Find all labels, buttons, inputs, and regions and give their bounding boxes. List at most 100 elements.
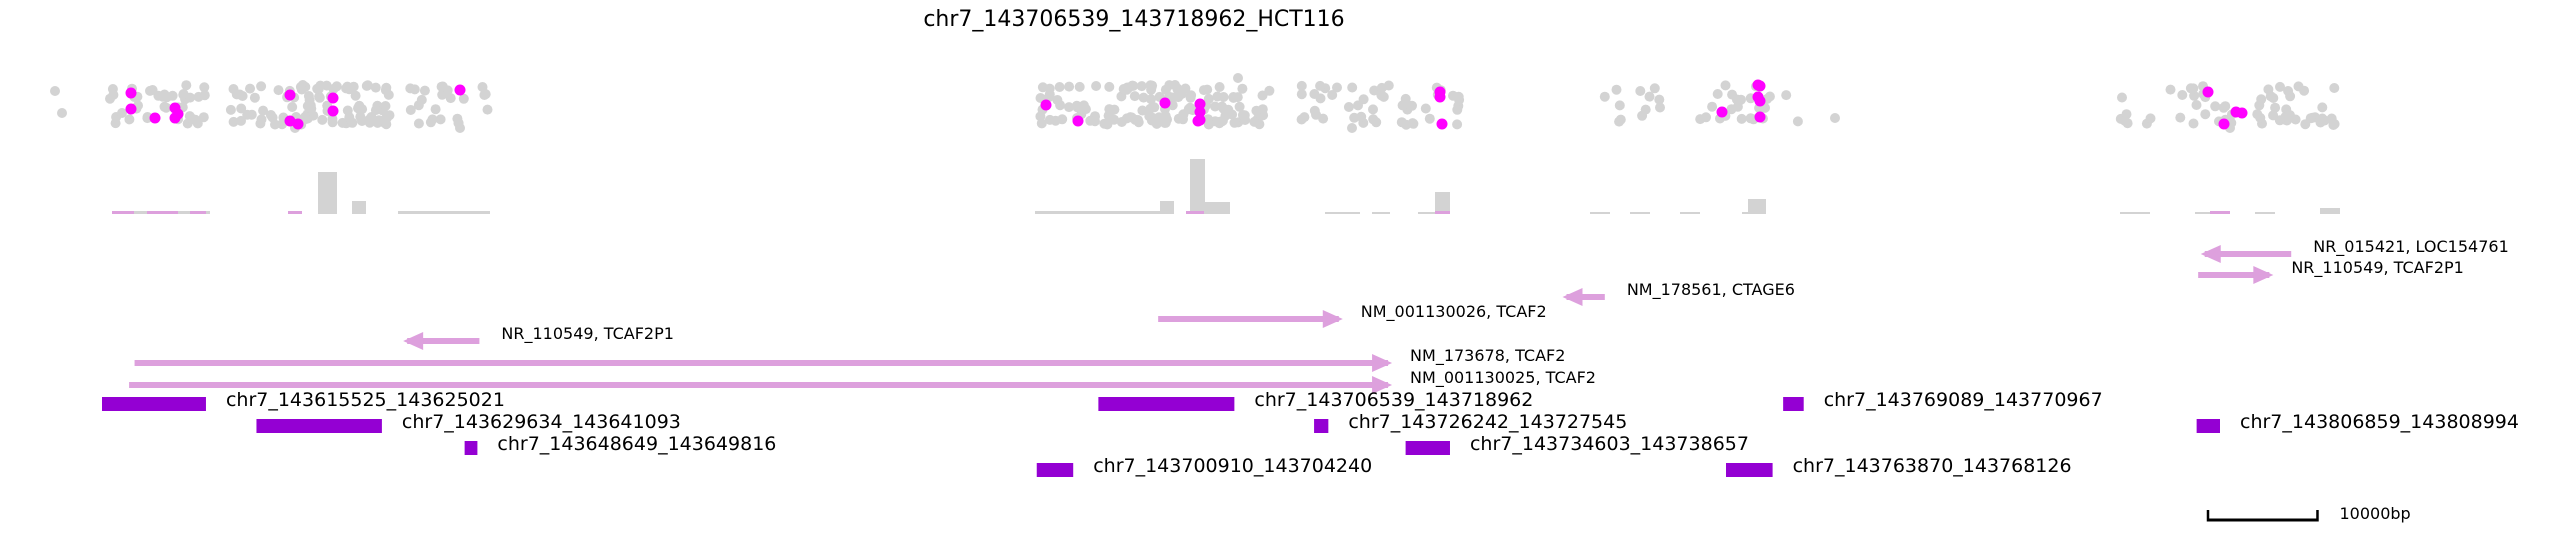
- background-dot: [1154, 112, 1165, 123]
- background-dot: [1397, 100, 1408, 111]
- background-dot: [2317, 102, 2328, 113]
- region-bar: [1314, 419, 1329, 433]
- region-label: chr7_143615525_143625021: [226, 389, 505, 411]
- background-dot: [2326, 113, 2337, 124]
- background-dot: [1614, 100, 1625, 111]
- region-label: chr7_143726242_143727545: [1348, 411, 1627, 433]
- background-dot: [1186, 90, 1197, 101]
- background-dot: [255, 118, 266, 129]
- background-dot: [1637, 110, 1648, 121]
- background-dot: [1720, 80, 1731, 91]
- background-dot: [1792, 116, 1803, 127]
- region-label: chr7_143629634_143641093: [402, 411, 681, 433]
- background-dot: [1203, 119, 1214, 130]
- histogram-bar: [1160, 201, 1174, 214]
- background-dot: [1144, 111, 1155, 122]
- histogram-highlight-bar: [112, 211, 134, 214]
- region-label: chr7_143806859_143808994: [2240, 411, 2519, 433]
- background-dot: [245, 83, 255, 94]
- background-dot: [2299, 85, 2310, 96]
- background-dot: [249, 92, 260, 103]
- background-dot: [1129, 91, 1140, 102]
- background-dot: [1116, 117, 1127, 127]
- highlight-dot: [1754, 80, 1766, 92]
- background-dot: [1145, 103, 1156, 114]
- background-dot: [458, 93, 469, 104]
- background-dot: [1170, 80, 1180, 90]
- background-dot: [1074, 81, 1085, 92]
- background-dot: [1054, 82, 1065, 92]
- background-dot: [1091, 81, 1102, 91]
- background-dot: [1611, 84, 1622, 95]
- background-dot: [1347, 82, 1358, 93]
- background-dot: [1104, 81, 1115, 92]
- highlight-dot: [2218, 118, 2230, 130]
- background-dot: [480, 89, 491, 100]
- region-label: chr7_143700910_143704240: [1093, 455, 1372, 477]
- highlight-dot: [1434, 91, 1446, 103]
- background-dot: [344, 83, 355, 93]
- background-dot: [1649, 83, 1660, 94]
- background-dot: [2275, 81, 2285, 92]
- background-dot: [2177, 90, 2188, 100]
- strand-arrowhead: [1372, 354, 1393, 372]
- background-dot: [267, 112, 278, 123]
- background-dot: [1146, 94, 1156, 105]
- background-dot: [178, 89, 189, 99]
- highlight-dot: [1194, 106, 1206, 118]
- histogram-bar: [2320, 208, 2340, 214]
- background-dot: [57, 108, 67, 118]
- highlight-dot: [292, 118, 304, 130]
- background-dot: [1218, 92, 1229, 102]
- background-dot: [145, 85, 155, 96]
- region-bar: [1098, 397, 1235, 411]
- background-dot: [350, 90, 361, 101]
- scale-bar-label: 10000bp: [2339, 504, 2410, 523]
- histogram-bar: [1680, 212, 1700, 214]
- background-dot: [1296, 80, 1307, 91]
- background-dot: [1214, 116, 1225, 127]
- background-dot: [1347, 123, 1357, 133]
- background-dot: [2268, 110, 2279, 121]
- gene-label: NR_110549, TCAF2P1: [501, 324, 674, 344]
- background-dot: [1736, 113, 1747, 124]
- strand-arrowhead: [1562, 288, 1583, 306]
- background-dot: [1257, 104, 1268, 115]
- background-dot: [1221, 106, 1232, 116]
- background-dot: [1378, 91, 1389, 102]
- background-dot: [1299, 112, 1310, 123]
- histogram-bar: [1630, 212, 1650, 214]
- highlight-dot: [284, 89, 296, 101]
- background-dot: [315, 80, 326, 91]
- region-bar: [1036, 463, 1074, 477]
- region-bar: [1783, 397, 1804, 411]
- background-dot: [1136, 81, 1147, 92]
- background-dot: [2255, 112, 2266, 123]
- background-dot: [302, 101, 313, 111]
- gene-label: NM_001130025, TCAF2: [1410, 368, 1596, 388]
- background-dot: [1420, 103, 1431, 114]
- histogram-highlight-bar: [1435, 211, 1450, 214]
- background-dot: [124, 114, 135, 125]
- highlight-dot: [1040, 99, 1052, 111]
- histogram-bar: [318, 172, 337, 214]
- background-dot: [198, 112, 209, 123]
- background-dot: [425, 117, 436, 128]
- background-dot: [1037, 82, 1048, 93]
- strand-arrowhead: [2253, 266, 2274, 284]
- background-dot: [236, 115, 246, 126]
- highlight-dot: [1716, 106, 1728, 118]
- strand-arrowhead: [1322, 310, 1343, 328]
- background-dot: [110, 118, 121, 129]
- background-dot: [1210, 101, 1221, 112]
- highlight-dot: [1159, 97, 1171, 109]
- background-dot: [370, 105, 381, 116]
- background-dot: [2191, 100, 2202, 110]
- background-dot: [199, 82, 210, 93]
- background-dot: [2175, 112, 2186, 123]
- background-dot: [1178, 114, 1188, 125]
- background-dot: [50, 86, 60, 96]
- histogram-highlight-bar: [288, 211, 302, 214]
- background-dot: [1781, 90, 1792, 101]
- histogram-bar: [2255, 212, 2275, 214]
